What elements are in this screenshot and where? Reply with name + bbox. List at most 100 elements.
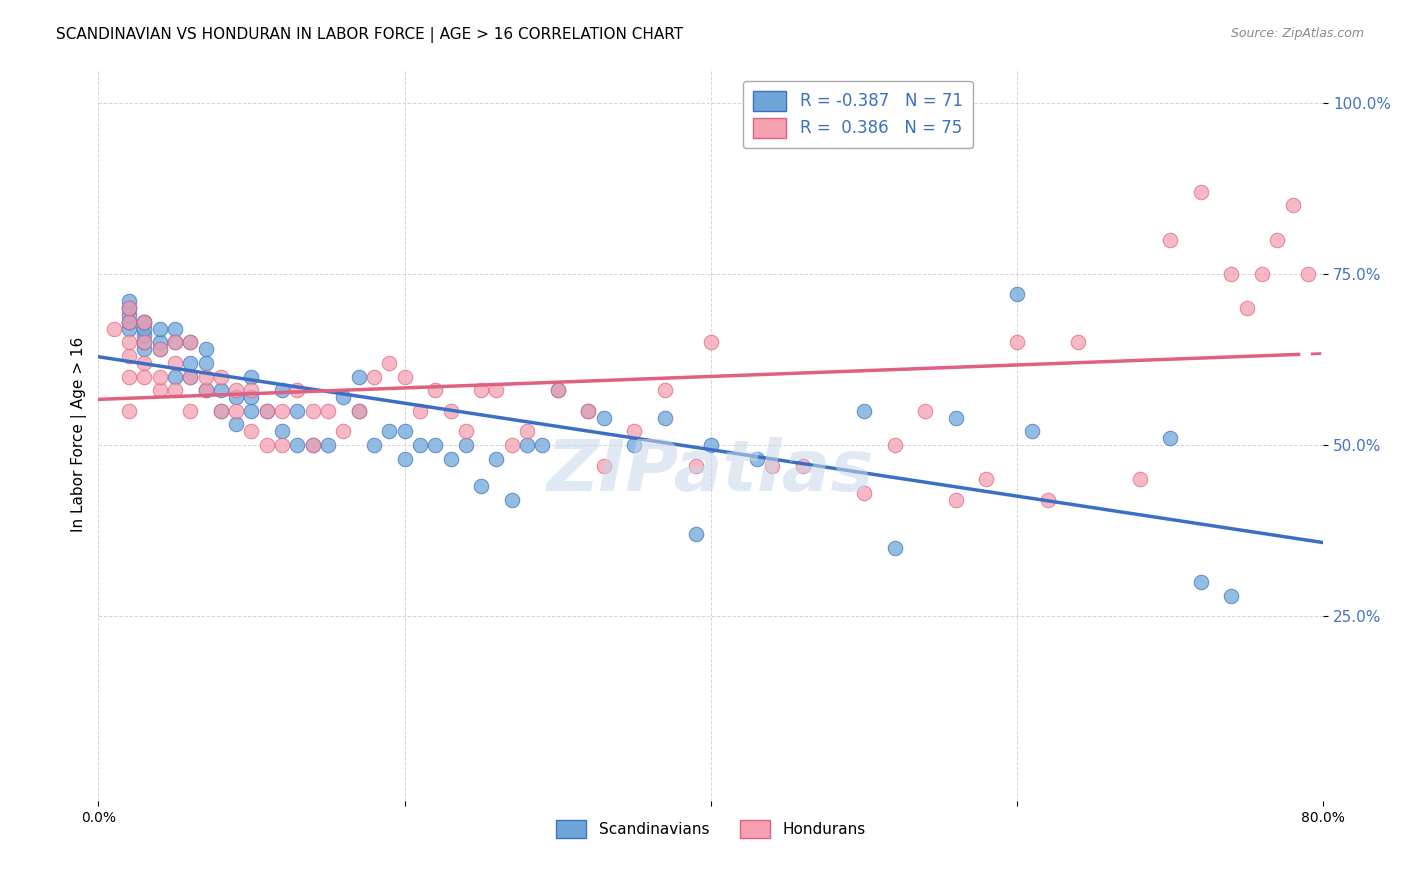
Point [332, 424, 354, 438]
Legend: Scandinavians, Hondurans: Scandinavians, Hondurans [550, 814, 872, 845]
Point [1220, 589, 1243, 603]
Point [347, 369, 370, 384]
Point [945, 492, 967, 507]
Point [118, 403, 141, 417]
Point [547, 383, 569, 397]
Point [301, 438, 323, 452]
Point [118, 321, 141, 335]
Point [1159, 431, 1181, 445]
Point [1067, 335, 1090, 350]
Point [501, 438, 523, 452]
Point [256, 403, 278, 417]
Point [225, 390, 247, 404]
Point [118, 301, 141, 315]
Point [425, 383, 447, 397]
Point [163, 383, 186, 397]
Point [516, 438, 538, 452]
Point [240, 390, 263, 404]
Point [439, 403, 461, 417]
Point [256, 438, 278, 452]
Point [409, 403, 432, 417]
Point [287, 403, 309, 417]
Point [240, 369, 263, 384]
Point [118, 294, 141, 309]
Point [287, 438, 309, 452]
Point [1251, 267, 1274, 281]
Y-axis label: In Labor Force | Age > 16: In Labor Force | Age > 16 [72, 337, 87, 533]
Point [240, 403, 263, 417]
Point [194, 369, 217, 384]
Point [700, 335, 723, 350]
Point [485, 451, 508, 466]
Point [1189, 574, 1212, 589]
Point [134, 335, 156, 350]
Point [225, 417, 247, 432]
Point [1281, 198, 1303, 212]
Point [394, 451, 416, 466]
Point [1265, 233, 1288, 247]
Point [134, 342, 156, 356]
Point [454, 424, 477, 438]
Point [470, 383, 492, 397]
Point [316, 403, 339, 417]
Point [1189, 185, 1212, 199]
Point [914, 403, 936, 417]
Point [179, 335, 201, 350]
Point [194, 383, 217, 397]
Point [179, 403, 201, 417]
Point [134, 315, 156, 329]
Point [149, 335, 172, 350]
Point [118, 301, 141, 315]
Point [347, 403, 370, 417]
Point [163, 335, 186, 350]
Point [179, 335, 201, 350]
Point [485, 383, 508, 397]
Point [576, 403, 599, 417]
Point [1036, 492, 1059, 507]
Point [1005, 335, 1028, 350]
Point [1296, 267, 1319, 281]
Point [134, 321, 156, 335]
Point [209, 369, 232, 384]
Point [103, 321, 125, 335]
Point [516, 424, 538, 438]
Point [134, 328, 156, 343]
Point [225, 383, 247, 397]
Point [149, 342, 172, 356]
Point [394, 369, 416, 384]
Point [240, 383, 263, 397]
Point [883, 438, 905, 452]
Point [149, 321, 172, 335]
Point [623, 424, 645, 438]
Point [149, 342, 172, 356]
Point [179, 369, 201, 384]
Point [1220, 267, 1243, 281]
Point [332, 390, 354, 404]
Point [301, 438, 323, 452]
Point [194, 342, 217, 356]
Point [209, 403, 232, 417]
Point [501, 492, 523, 507]
Point [118, 315, 141, 329]
Point [685, 527, 707, 541]
Point [287, 383, 309, 397]
Point [134, 356, 156, 370]
Point [685, 458, 707, 473]
Point [761, 458, 783, 473]
Point [363, 369, 385, 384]
Point [194, 383, 217, 397]
Point [945, 410, 967, 425]
Point [179, 369, 201, 384]
Point [883, 541, 905, 555]
Point [271, 383, 294, 397]
Point [363, 438, 385, 452]
Point [394, 424, 416, 438]
Point [209, 383, 232, 397]
Point [852, 486, 875, 500]
Point [852, 403, 875, 417]
Point [134, 315, 156, 329]
Point [118, 315, 141, 329]
Point [240, 424, 263, 438]
Point [592, 410, 614, 425]
Point [149, 383, 172, 397]
